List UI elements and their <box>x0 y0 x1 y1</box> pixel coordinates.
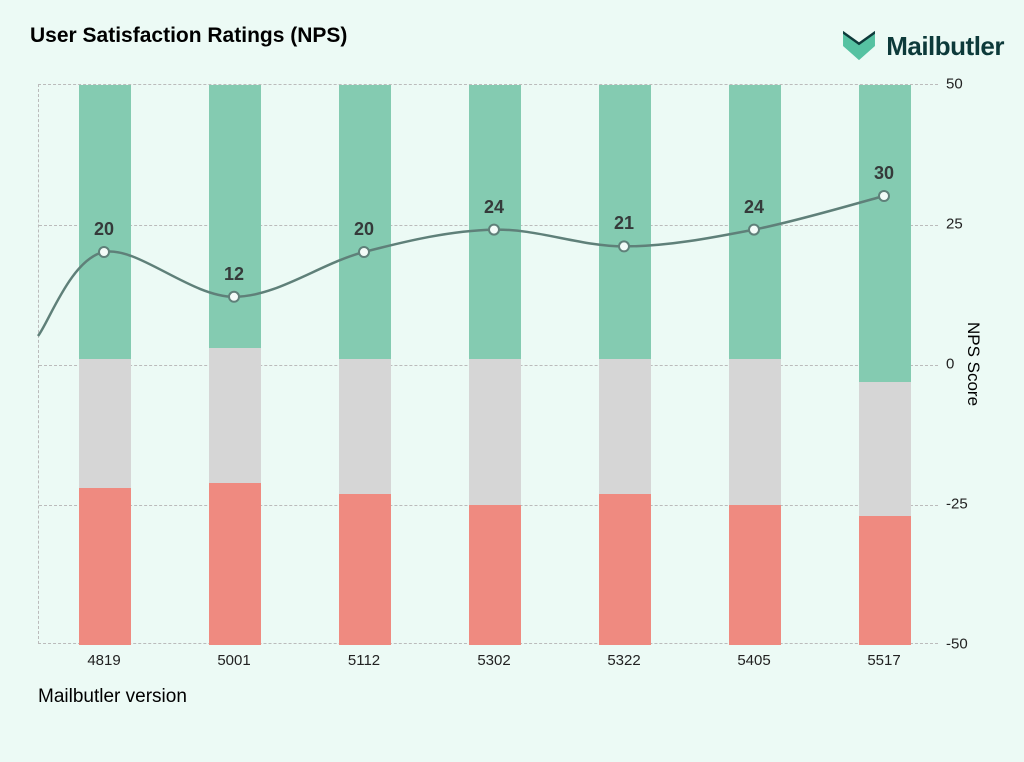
nps-chart: -50-25025504819500151125302532254055517 … <box>30 84 1000 704</box>
x-tick-label: 5112 <box>348 652 380 669</box>
bar-segment-green <box>729 85 781 359</box>
bar-group <box>209 85 261 643</box>
data-point-label: 24 <box>484 197 504 218</box>
y-tick-label: -50 <box>946 636 968 653</box>
bar-segment-red <box>469 505 521 645</box>
bar-group <box>599 85 651 643</box>
bar-group <box>339 85 391 643</box>
bar-group <box>469 85 521 643</box>
mailbutler-logo-icon <box>840 24 878 69</box>
bar-segment-grey <box>729 359 781 505</box>
bar-segment-grey <box>209 348 261 482</box>
brand-name: Mailbutler <box>886 31 1004 62</box>
bar-segment-red <box>859 516 911 645</box>
bar-segment-red <box>729 505 781 645</box>
bar-segment-grey <box>79 359 131 488</box>
x-tick-label: 5001 <box>217 652 250 669</box>
data-point-label: 24 <box>744 197 764 218</box>
chart-title: User Satisfaction Ratings (NPS) <box>30 24 347 48</box>
bar-segment-red <box>79 488 131 645</box>
bar-segment-grey <box>469 359 521 505</box>
y-tick-label: 50 <box>946 76 963 93</box>
bar-segment-red <box>599 494 651 645</box>
x-tick-label: 4819 <box>87 652 120 669</box>
data-point-label: 20 <box>94 219 114 240</box>
bar-segment-red <box>339 494 391 645</box>
bar-segment-green <box>209 85 261 348</box>
data-point-label: 21 <box>614 213 634 234</box>
y-tick-label: 25 <box>946 216 963 233</box>
x-tick-label: 5322 <box>607 652 640 669</box>
bar-segment-green <box>859 85 911 382</box>
x-tick-label: 5405 <box>737 652 770 669</box>
data-point-label: 20 <box>354 219 374 240</box>
x-tick-label: 5302 <box>477 652 510 669</box>
bar-segment-green <box>469 85 521 359</box>
bar-segment-grey <box>339 359 391 493</box>
data-point-label: 12 <box>224 264 244 285</box>
bar-group <box>729 85 781 643</box>
data-point-label: 30 <box>874 163 894 184</box>
y-tick-label: 0 <box>946 356 954 373</box>
bar-segment-red <box>209 483 261 645</box>
brand-logo: Mailbutler <box>840 24 1004 69</box>
bar-segment-grey <box>859 382 911 516</box>
bar-segment-grey <box>599 359 651 493</box>
y-tick-label: -25 <box>946 496 968 513</box>
x-tick-label: 5517 <box>867 652 900 669</box>
plot-area <box>38 84 938 644</box>
y-axis-label: NPS Score <box>963 322 983 406</box>
bar-group <box>79 85 131 643</box>
x-axis-label: Mailbutler version <box>38 686 187 708</box>
